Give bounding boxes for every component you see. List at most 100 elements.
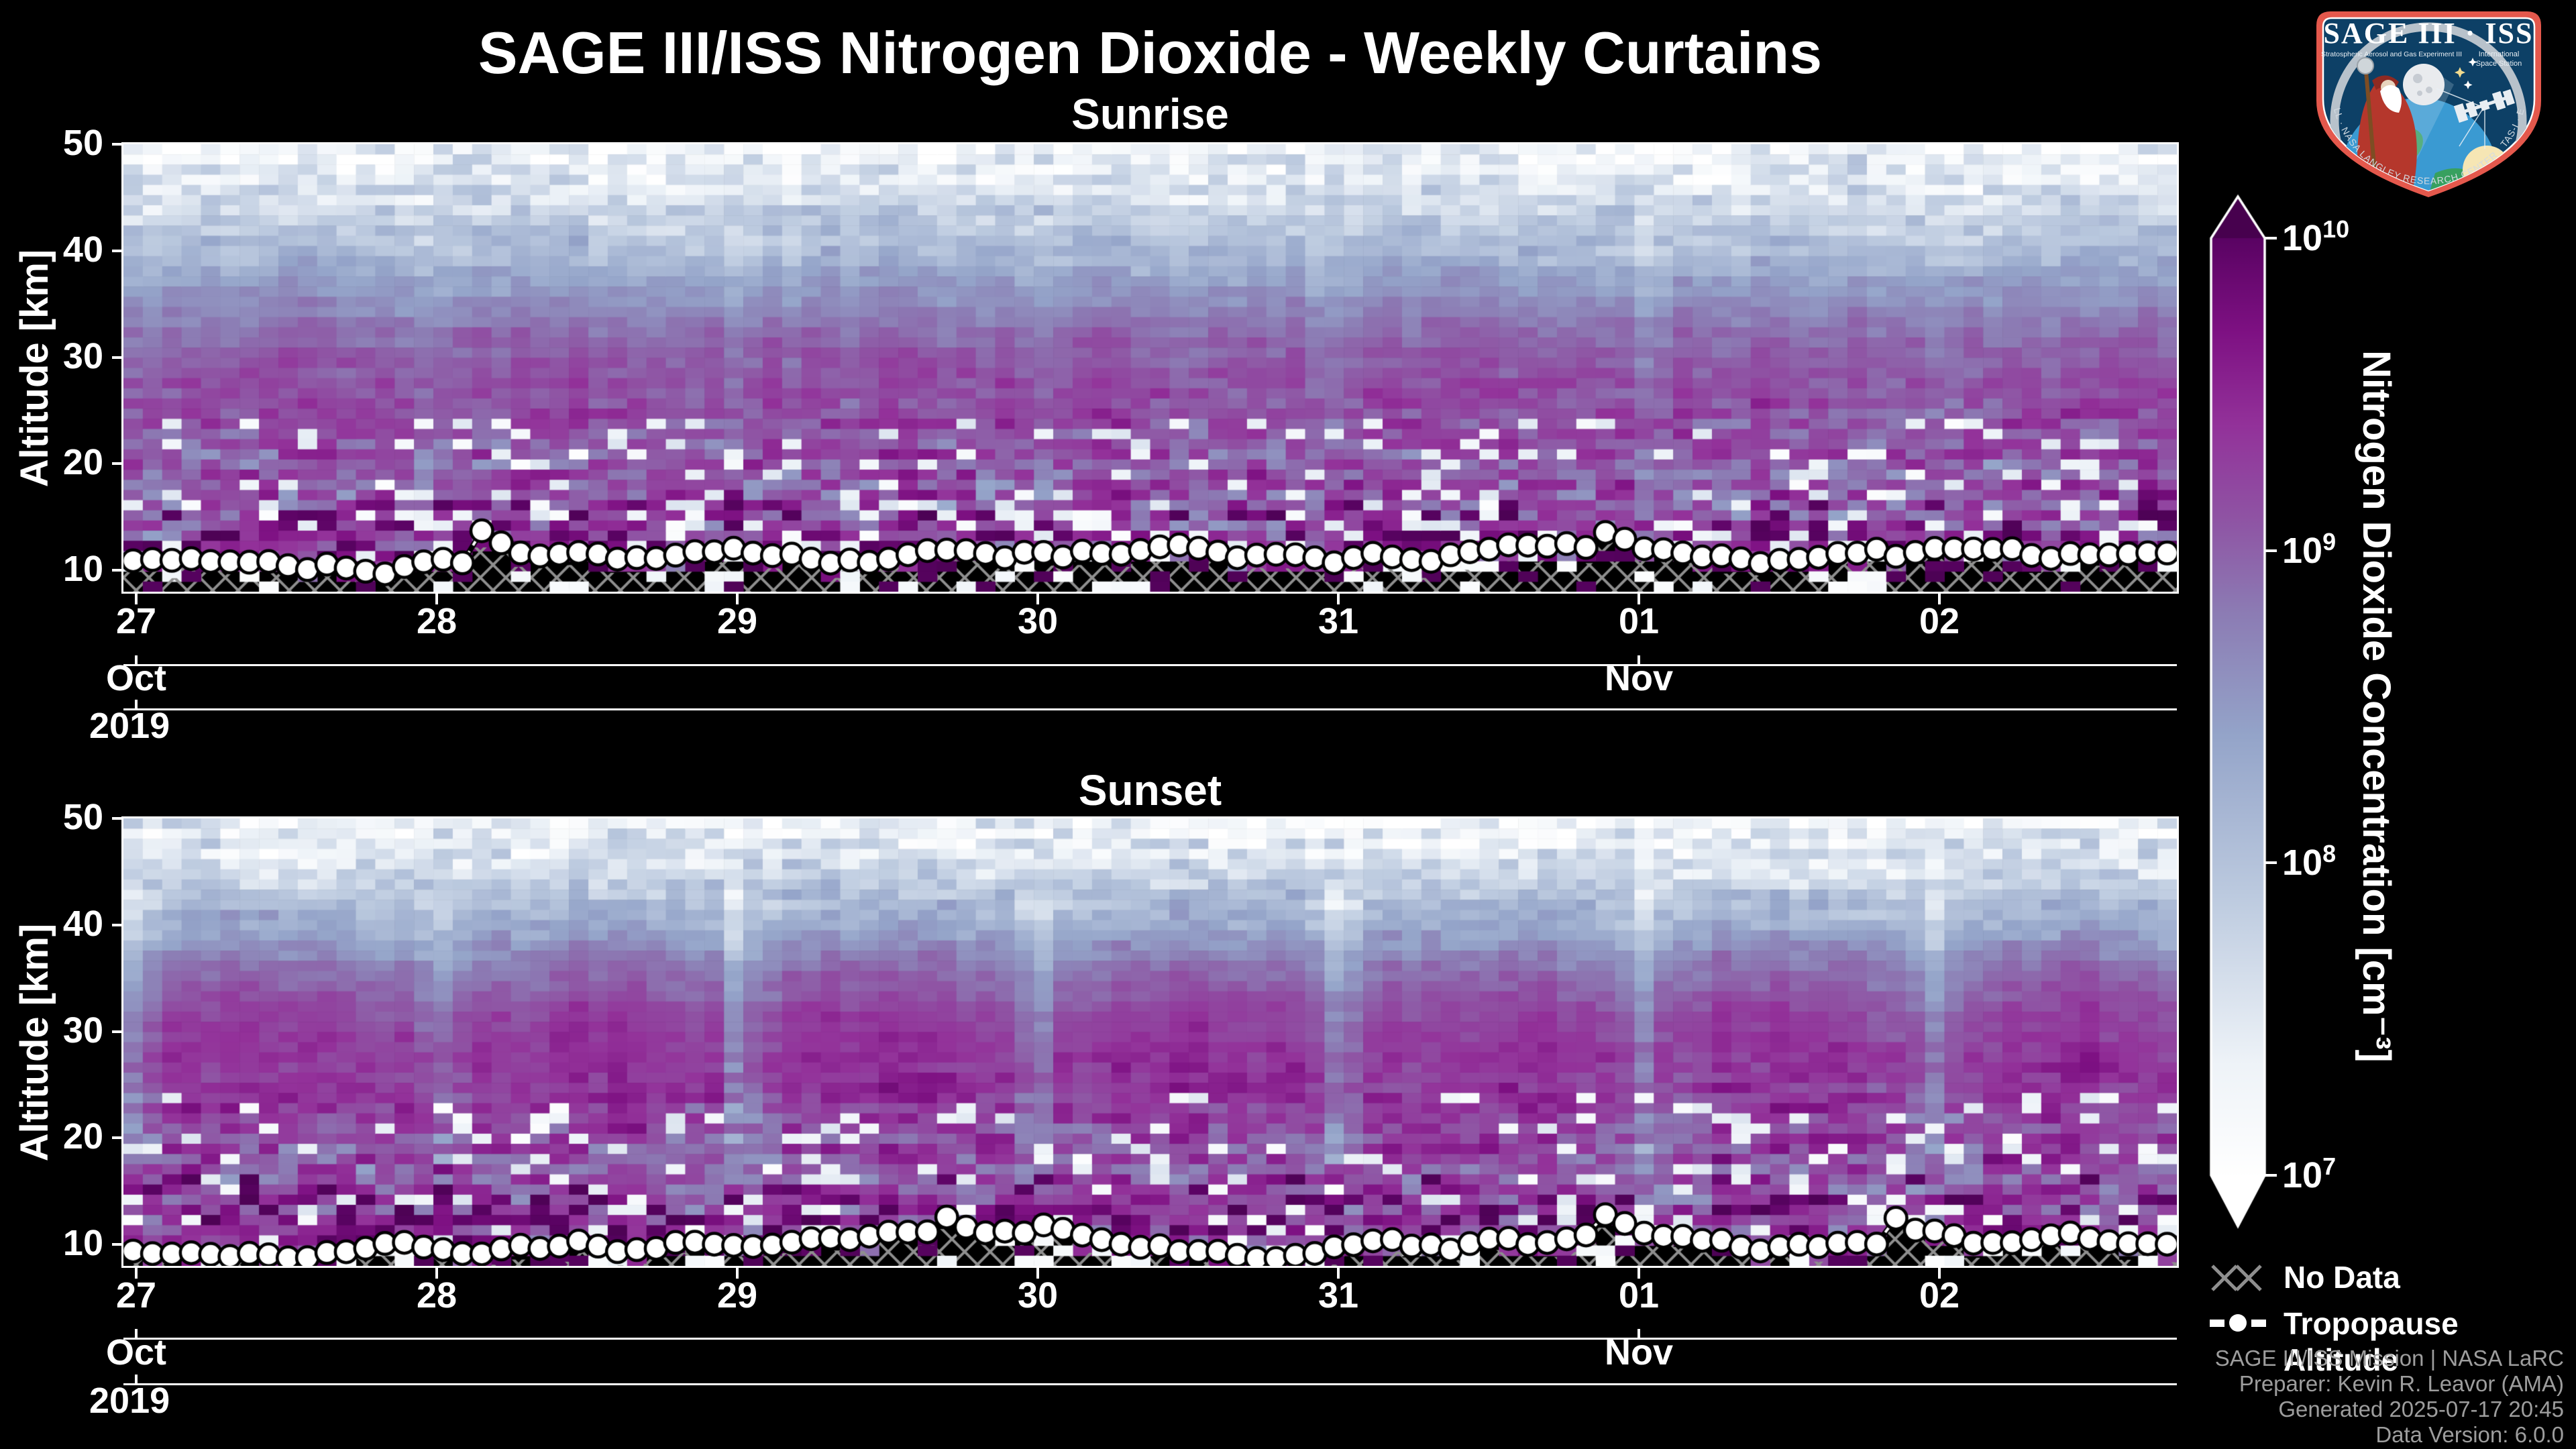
y-tick	[112, 249, 123, 252]
x-tick-label: 01	[1618, 601, 1660, 641]
x-tick	[1938, 1268, 1941, 1279]
stars-icon	[2455, 58, 2477, 89]
x-tick	[736, 594, 739, 604]
month-axis-line	[123, 664, 2177, 666]
year-tick	[135, 1375, 138, 1383]
month-tick-label: Oct	[105, 1332, 167, 1373]
colorbar-tick	[2265, 237, 2277, 239]
y-tick-label: 20	[62, 442, 103, 483]
sunset-subtitle: Sunset	[1078, 766, 1222, 814]
x-tick-label: 28	[416, 601, 458, 641]
year-tick	[135, 700, 138, 708]
y-tick	[112, 1136, 123, 1140]
x-tick-label: 01	[1618, 1275, 1660, 1316]
patch-right-caption-2: Space Station	[2476, 60, 2522, 68]
x-tick	[435, 1268, 438, 1279]
x-tick	[1337, 594, 1340, 604]
colorbar-tick-label: 108	[2282, 840, 2337, 883]
x-tick-label: 27	[115, 601, 157, 641]
colorbar-tick	[2265, 1174, 2277, 1177]
colorbar-tick-label: 107	[2282, 1152, 2337, 1195]
y-tick	[112, 923, 123, 926]
x-tick	[435, 594, 438, 604]
year-axis-line	[123, 1383, 2177, 1385]
x-tick	[1638, 1268, 1640, 1279]
y-tick-label: 10	[62, 1223, 103, 1264]
x-tick	[1938, 594, 1941, 604]
y-tick-label: 30	[62, 1010, 103, 1051]
y-tick	[112, 817, 123, 820]
colorbar-tick-label: 1010	[2282, 215, 2350, 258]
patch-title: SAGE III · ISS	[2324, 17, 2534, 50]
y-tick-label: 10	[62, 549, 103, 590]
y-tick	[112, 462, 123, 466]
month-tick	[135, 655, 138, 664]
year-tick-label: 2019	[89, 706, 170, 746]
y-tick	[112, 356, 123, 359]
month-tick-label: Nov	[1604, 1332, 1673, 1373]
x-tick-label: 31	[1318, 601, 1359, 641]
tropopause-line-icon	[2210, 1314, 2266, 1332]
x-tick-label: 29	[716, 1275, 758, 1316]
page-title: SAGE III/ISS Nitrogen Dioxide - Weekly C…	[478, 19, 1823, 86]
patch-left-caption: Stratospheric Aerosol and Gas Experiment…	[2321, 50, 2462, 58]
colorbar-tick	[2265, 549, 2277, 552]
colorbar-label: Nitrogen Dioxide Concentration [cm⁻³]	[2355, 350, 2398, 1063]
x-tick	[736, 1268, 739, 1279]
month-tick	[1638, 655, 1640, 664]
colorbar	[2201, 191, 2275, 1238]
x-tick	[1638, 594, 1640, 604]
y-tick	[112, 569, 123, 572]
x-tick	[1036, 1268, 1039, 1279]
x-tick-label: 28	[416, 1275, 458, 1316]
x-tick-label: 02	[1919, 1275, 1960, 1316]
moon-icon	[2403, 64, 2445, 105]
x-tick-label: 27	[115, 1275, 157, 1316]
footer-generated: Generated 2025-07-17 20:45	[2278, 1397, 2564, 1421]
iss-icon	[2453, 89, 2515, 123]
footer-mission: SAGE III/ISS Mission | NASA LaRC	[2214, 1346, 2564, 1371]
month-tick-label: Oct	[105, 658, 167, 698]
no-data-hatch-icon	[2211, 1265, 2262, 1291]
x-tick-label: 30	[1017, 601, 1059, 641]
y-tick-label: 50	[62, 797, 103, 837]
footer-data-version: Data Version: 6.0.0	[2375, 1422, 2564, 1447]
y-tick	[112, 1030, 123, 1033]
colorbar-tick-label: 109	[2282, 527, 2337, 571]
sunset-heatmap	[123, 818, 2177, 1266]
x-tick-label: 31	[1318, 1275, 1359, 1316]
y-tick-label: 40	[62, 903, 103, 944]
x-tick	[1337, 1268, 1340, 1279]
footer-credits: SAGE III/ISS Mission | NASA LaRC Prepare…	[2215, 1346, 2564, 1448]
month-tick	[1638, 1329, 1640, 1338]
mission-patch-logo: BALL · NASA LANGLEY RESEARCH CENTER · TA…	[2316, 11, 2541, 197]
legend-tropopause-label: Tropopause Altitude	[2284, 1306, 2459, 1377]
patch-right-caption-1: International	[2479, 50, 2520, 58]
y-tick-label: 40	[62, 229, 103, 270]
y-tick	[112, 1243, 123, 1246]
sunrise-heatmap	[123, 144, 2177, 592]
sunrise-subtitle: Sunrise	[1071, 90, 1229, 138]
month-axis-line	[123, 1338, 2177, 1340]
y-tick-label: 20	[62, 1116, 103, 1157]
colorbar-tick	[2265, 861, 2277, 865]
y-tick-label: 50	[62, 123, 103, 163]
x-tick	[135, 594, 138, 604]
wizard-icon	[2357, 57, 2417, 185]
orbit-ring-icon	[2330, 22, 2527, 191]
year-axis-line	[123, 708, 2177, 710]
x-tick-label: 02	[1919, 601, 1960, 641]
footer-preparer: Preparer: Kevin R. Leavor (AMA)	[2239, 1371, 2564, 1396]
y-tick	[112, 143, 123, 146]
month-tick	[135, 1329, 138, 1338]
y-tick-label: 30	[62, 335, 103, 376]
legend-no-data-label: No Data	[2284, 1260, 2400, 1295]
sight-lines	[2436, 88, 2485, 149]
x-tick-label: 30	[1017, 1275, 1059, 1316]
x-tick	[135, 1268, 138, 1279]
year-tick-label: 2019	[89, 1381, 170, 1421]
x-tick	[1036, 594, 1039, 604]
x-tick-label: 29	[716, 601, 758, 641]
month-tick-label: Nov	[1604, 658, 1673, 698]
